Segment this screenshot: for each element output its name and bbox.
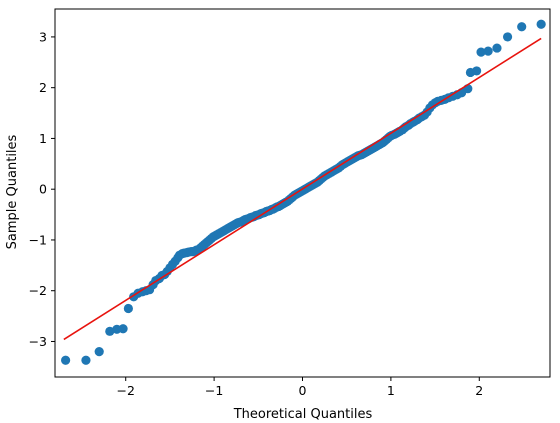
data-point [94,347,104,357]
x-tick-label: −2 [116,383,134,398]
y-tick-label: −3 [29,334,47,349]
data-point [472,66,482,76]
y-tick-label: 1 [39,131,47,146]
y-axis-label: Sample Quantiles [5,134,20,249]
axes-frame [54,8,551,378]
y-tick-label: 0 [39,182,47,197]
data-point [105,326,115,336]
data-point [61,355,71,365]
data-point [517,22,527,32]
y-axis-ticks: −3 −2 −1 0 1 2 3 [29,29,55,349]
y-tick-label: −2 [29,283,47,298]
x-tick-label: 1 [387,383,395,398]
x-axis-label: Theoretical Quantiles [233,407,373,422]
data-point [483,46,493,56]
data-point [492,43,502,53]
data-point [81,355,91,365]
data-point [536,19,546,29]
x-tick-label: 2 [475,383,483,398]
data-point [118,324,128,334]
y-tick-label: 2 [39,80,47,95]
y-tick-label: 3 [39,29,47,44]
x-tick-label: −1 [205,383,223,398]
plot-area [61,19,546,365]
x-tick-label: 0 [299,383,307,398]
y-tick-label: −1 [29,232,47,247]
data-point [476,47,486,57]
reference-line [63,37,542,341]
x-axis-ticks: −2 −1 0 1 2 [116,377,483,398]
data-point [502,32,513,42]
data-point [123,303,133,314]
